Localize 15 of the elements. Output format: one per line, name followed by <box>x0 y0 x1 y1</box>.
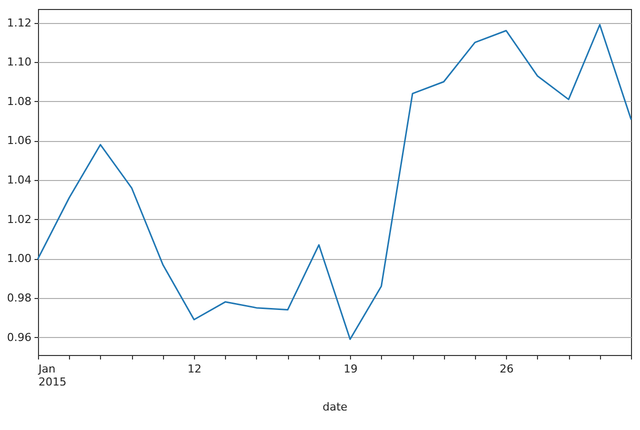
x-tick-label: 26 <box>500 362 514 376</box>
y-tick-label: 1.06 <box>7 134 32 148</box>
y-tick-label: 0.98 <box>7 291 32 304</box>
y-tick-label: 1.02 <box>7 212 32 226</box>
line-series <box>37 24 632 340</box>
y-tick-label: 1.00 <box>7 252 32 266</box>
y-tick-label: 1.08 <box>7 94 32 108</box>
x-tick-label: 19 <box>344 362 358 376</box>
x-tick-label: 12 <box>188 362 202 376</box>
y-tick-label: 1.04 <box>7 174 32 187</box>
x-tick-label: Jan 2015 <box>38 362 66 388</box>
y-tick-label: 1.12 <box>7 16 32 30</box>
x-axis-title: date <box>322 400 348 414</box>
y-tick-label: 1.10 <box>7 56 32 69</box>
y-tick-label: 0.96 <box>7 330 32 344</box>
